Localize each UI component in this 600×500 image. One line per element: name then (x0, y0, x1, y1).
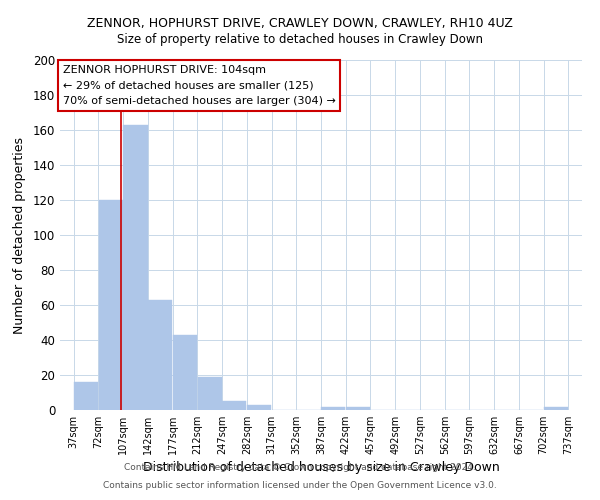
Text: Size of property relative to detached houses in Crawley Down: Size of property relative to detached ho… (117, 32, 483, 46)
Bar (544, 406, 568, 410)
Bar (321, 406, 346, 410)
Bar (223, 401, 247, 410)
X-axis label: Distribution of detached houses by size in Crawley Down: Distribution of detached houses by size … (143, 462, 499, 474)
Bar (74, 382, 98, 410)
Bar (346, 406, 370, 410)
Text: ZENNOR, HOPHURST DRIVE, CRAWLEY DOWN, CRAWLEY, RH10 4UZ: ZENNOR, HOPHURST DRIVE, CRAWLEY DOWN, CR… (87, 18, 513, 30)
Y-axis label: Number of detached properties: Number of detached properties (13, 136, 26, 334)
Bar (124, 125, 148, 410)
Bar (148, 300, 172, 410)
Bar (247, 405, 271, 410)
Text: Contains public sector information licensed under the Open Government Licence v3: Contains public sector information licen… (103, 481, 497, 490)
Text: ZENNOR HOPHURST DRIVE: 104sqm
← 29% of detached houses are smaller (125)
70% of : ZENNOR HOPHURST DRIVE: 104sqm ← 29% of d… (62, 66, 335, 106)
Bar (197, 377, 222, 410)
Bar (173, 335, 197, 410)
Bar (98, 200, 123, 410)
Text: Contains HM Land Registry data © Crown copyright and database right 2024.: Contains HM Land Registry data © Crown c… (124, 464, 476, 472)
